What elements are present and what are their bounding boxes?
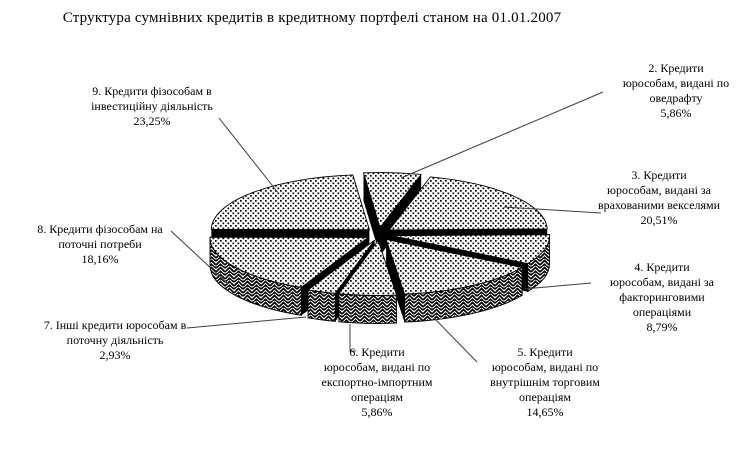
slice-label-line: 5,86%	[660, 106, 692, 120]
slice-label-4: 4. Кредити юрособам, видані за факторингов…	[586, 260, 738, 335]
slice-label-5: 5. Кредити юрособам, видані по внутрішнім …	[463, 345, 627, 420]
pie-slice-2-cut-face	[363, 172, 381, 256]
pie-slice-5-cut-face	[386, 239, 405, 323]
pie-slice-7-rim	[307, 289, 336, 322]
slice-label-line: 5. Кредити	[517, 345, 573, 359]
leader-line-4	[523, 282, 592, 290]
leader-line-9	[218, 117, 280, 195]
slice-label-line: 23,25%	[133, 114, 171, 128]
leader-line-7	[186, 316, 307, 329]
slice-label-line: операціям	[519, 390, 571, 404]
pie-slice-6-rim	[338, 293, 398, 324]
slice-label-3: 3. Кредити юрособам, видані за врахованими…	[571, 168, 746, 228]
slice-label-line: врахованими векселями	[597, 198, 720, 212]
slice-label-2: 2. Кредити юрособам, видані по оведрафту 5,…	[601, 61, 746, 121]
slice-label-line: 9. Кредити фізособам в	[92, 84, 212, 98]
pie-slice-5-top	[385, 238, 524, 295]
slice-label-line: 3. Кредити	[631, 168, 687, 182]
slice-label-line: юрособам, видані за	[607, 183, 711, 197]
pie-slice-2-top	[362, 172, 423, 229]
slice-label-line: операціям	[351, 390, 403, 404]
chart-title: Структура сумнівних кредитів в кредитном…	[62, 10, 562, 26]
slice-label-7: 7. Інші кредити юрособам в поточну діяльн…	[33, 318, 197, 363]
slice-label-line: 4. Кредити	[634, 260, 690, 274]
slice-label-line: 20,51%	[640, 213, 678, 227]
slice-label-line: юрособам, видані по	[491, 360, 599, 374]
slice-label-6: 6. Кредити юрособам, видані по експортно-і…	[309, 345, 445, 420]
slice-label-line: 18,16%	[81, 252, 119, 266]
slice-label-line: поточні потреби	[58, 237, 142, 251]
pie-slice-7-top	[306, 239, 375, 294]
leader-line-6	[349, 324, 356, 352]
leader-line-3	[503, 206, 602, 214]
slice-label-9: 9. Кредити фізособам в інвестиційну діяль…	[66, 84, 238, 129]
slice-label-line: юрособам, видані по	[323, 360, 431, 374]
slice-label-line: факторинговими	[619, 290, 705, 304]
slice-label-line: 5,86%	[361, 405, 393, 419]
slice-label-line: 8. Кредити фізособам на	[37, 222, 163, 236]
slice-label-line: 14,65%	[526, 405, 564, 419]
slice-label-line: експортно-імпортним	[321, 375, 433, 389]
slice-label-line: юрособам, видані по	[622, 76, 730, 90]
slice-label-line: юрособам, видані за	[610, 275, 714, 289]
pie-slice-3-top	[388, 176, 548, 231]
leader-lines	[170, 91, 604, 363]
slice-label-line: внутрішнім торговим	[490, 375, 600, 389]
leader-line-5	[433, 317, 478, 363]
slice-label-line: 2,93%	[99, 348, 131, 362]
slice-label-line: 8,79%	[646, 320, 678, 334]
slice-label-line: операціями	[632, 305, 692, 319]
pie-slice-8-top	[209, 236, 370, 288]
pie-top-faces	[209, 172, 550, 296]
slice-label-line: 6. Кредити	[349, 345, 405, 359]
slice-label-line: поточну діяльність	[66, 333, 164, 347]
slice-label-line: 2. Кредити	[648, 61, 704, 75]
slice-label-line: 7. Інші кредити юрособам в	[43, 318, 187, 332]
leader-line-8	[170, 230, 229, 285]
pie-slice-9-top	[210, 174, 370, 231]
slice-label-line: оведрафту	[649, 91, 703, 105]
pie-slice-6-top	[338, 239, 398, 296]
leader-line-2	[400, 91, 604, 179]
slice-label-8: 8. Кредити фізособам на поточні потреби 18…	[17, 222, 183, 267]
slice-label-line: інвестиційну діяльність	[91, 99, 213, 113]
pie-slice-4-top	[391, 234, 550, 265]
